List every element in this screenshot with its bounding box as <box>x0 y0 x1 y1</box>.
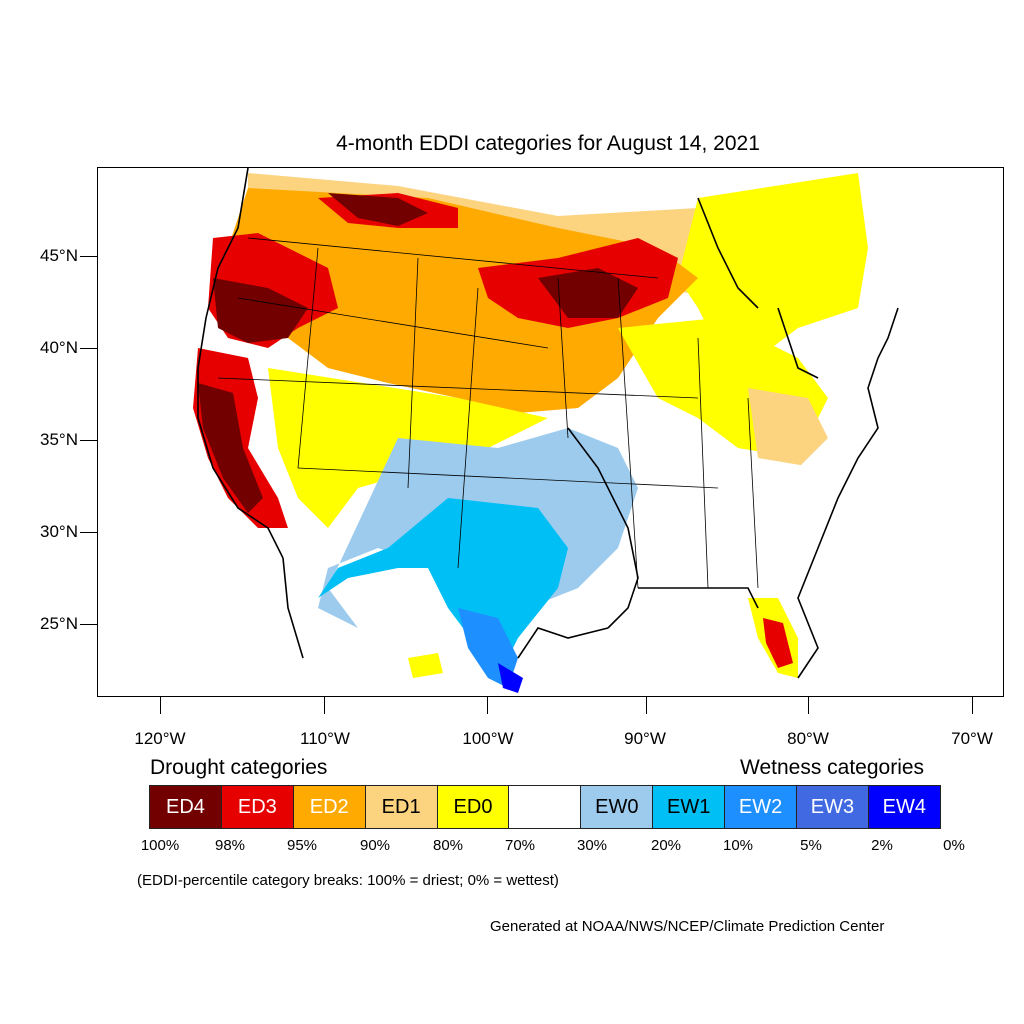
coastlines <box>197 168 899 679</box>
legend-box-ew0: EW0 <box>580 785 654 829</box>
region-ew1-texas <box>318 498 568 678</box>
lat-tick <box>80 256 97 257</box>
lon-label-70: 70°W <box>951 729 993 748</box>
legend-box-ed4: ED4 <box>149 785 222 829</box>
legend-box-normal <box>508 785 582 829</box>
region-ed0-mexico <box>408 653 443 678</box>
region-ed1-midatlantic <box>748 388 828 468</box>
pct-label: 98% <box>214 837 246 854</box>
legend-label: ED4 <box>165 795 205 818</box>
eddi-map <box>193 168 899 693</box>
legend-label: EW0 <box>595 795 639 818</box>
pct-label: 10% <box>722 837 754 854</box>
legend-box-ew4: EW4 <box>867 785 941 829</box>
legend-label: ED2 <box>309 795 349 818</box>
region-ed2-plains <box>228 188 698 413</box>
legend-label: ED0 <box>453 795 493 818</box>
pct-label: 0% <box>943 837 965 854</box>
lat-label-45: 45°N <box>40 246 78 265</box>
lat-tick <box>80 532 97 533</box>
region-ed0-northeast <box>678 173 868 358</box>
lat-tick <box>80 440 97 441</box>
drought-categories-header: Drought categories <box>150 756 328 779</box>
legend-label: EW2 <box>738 795 783 818</box>
lon-label-90: 90°W <box>624 729 666 748</box>
wetness-categories-header: Wetness categories <box>740 756 925 779</box>
lon-tick <box>808 697 809 714</box>
pct-label: 80% <box>432 837 464 854</box>
lon-label-100: 100°W <box>462 729 514 748</box>
pct-label: 5% <box>800 837 822 854</box>
map-panel <box>97 167 1004 697</box>
legend-label: ED3 <box>237 795 277 818</box>
region-ed4-montana <box>328 193 428 226</box>
lon-tick <box>646 697 647 714</box>
category-breaks-note: (EDDI-percentile category breaks: 100% =… <box>137 872 559 889</box>
category-legend: ED4 ED3 ED2 ED1 ED0 EW0 EW1 EW2 EW3 EW4 <box>149 785 941 829</box>
legend-label: ED1 <box>381 795 421 818</box>
lat-label-25: 25°N <box>40 614 78 633</box>
legend-box-ed2: ED2 <box>292 785 366 829</box>
legend-box-ed0: ED0 <box>436 785 510 829</box>
legend-label: EW3 <box>810 795 855 818</box>
legend-box-ew2: EW2 <box>724 785 798 829</box>
lon-tick <box>487 697 488 714</box>
pct-label: 30% <box>576 837 608 854</box>
lon-label-110: 110°W <box>300 729 350 748</box>
pct-label: 70% <box>504 837 536 854</box>
lat-label-35: 35°N <box>40 430 78 449</box>
region-ew4-texas-coast <box>498 663 523 693</box>
pct-label: 90% <box>359 837 391 854</box>
lat-tick <box>80 348 97 349</box>
pct-label: 100% <box>140 837 180 854</box>
map-title: 4-month EDDI categories for August 14, 2… <box>336 132 760 155</box>
credit-line: Generated at NOAA/NWS/NCEP/Climate Predi… <box>490 918 885 935</box>
lon-label-80: 80°W <box>787 729 829 748</box>
lat-label-30: 30°N <box>40 522 78 541</box>
lon-tick <box>972 697 973 714</box>
lon-tick <box>324 697 325 714</box>
pct-label: 20% <box>650 837 682 854</box>
legend-box-ew3: EW3 <box>796 785 869 829</box>
lat-label-40: 40°N <box>40 338 78 357</box>
region-ed4-oregon <box>213 278 308 343</box>
pct-label: 2% <box>871 837 893 854</box>
pct-label: 95% <box>286 837 318 854</box>
region-ed3-florida <box>763 618 793 668</box>
region-ed4-dakota <box>538 268 638 318</box>
legend-label: EW1 <box>667 795 711 818</box>
lon-label-120: 120°W <box>134 729 186 748</box>
lat-tick <box>80 624 97 625</box>
lon-tick <box>160 697 161 714</box>
legend-box-ed3: ED3 <box>220 785 294 829</box>
legend-label: EW4 <box>882 795 927 818</box>
state-borders <box>217 237 759 589</box>
legend-box-ed1: ED1 <box>364 785 438 829</box>
legend-box-ew1: EW1 <box>652 785 726 829</box>
region-ed4-california <box>198 383 263 513</box>
